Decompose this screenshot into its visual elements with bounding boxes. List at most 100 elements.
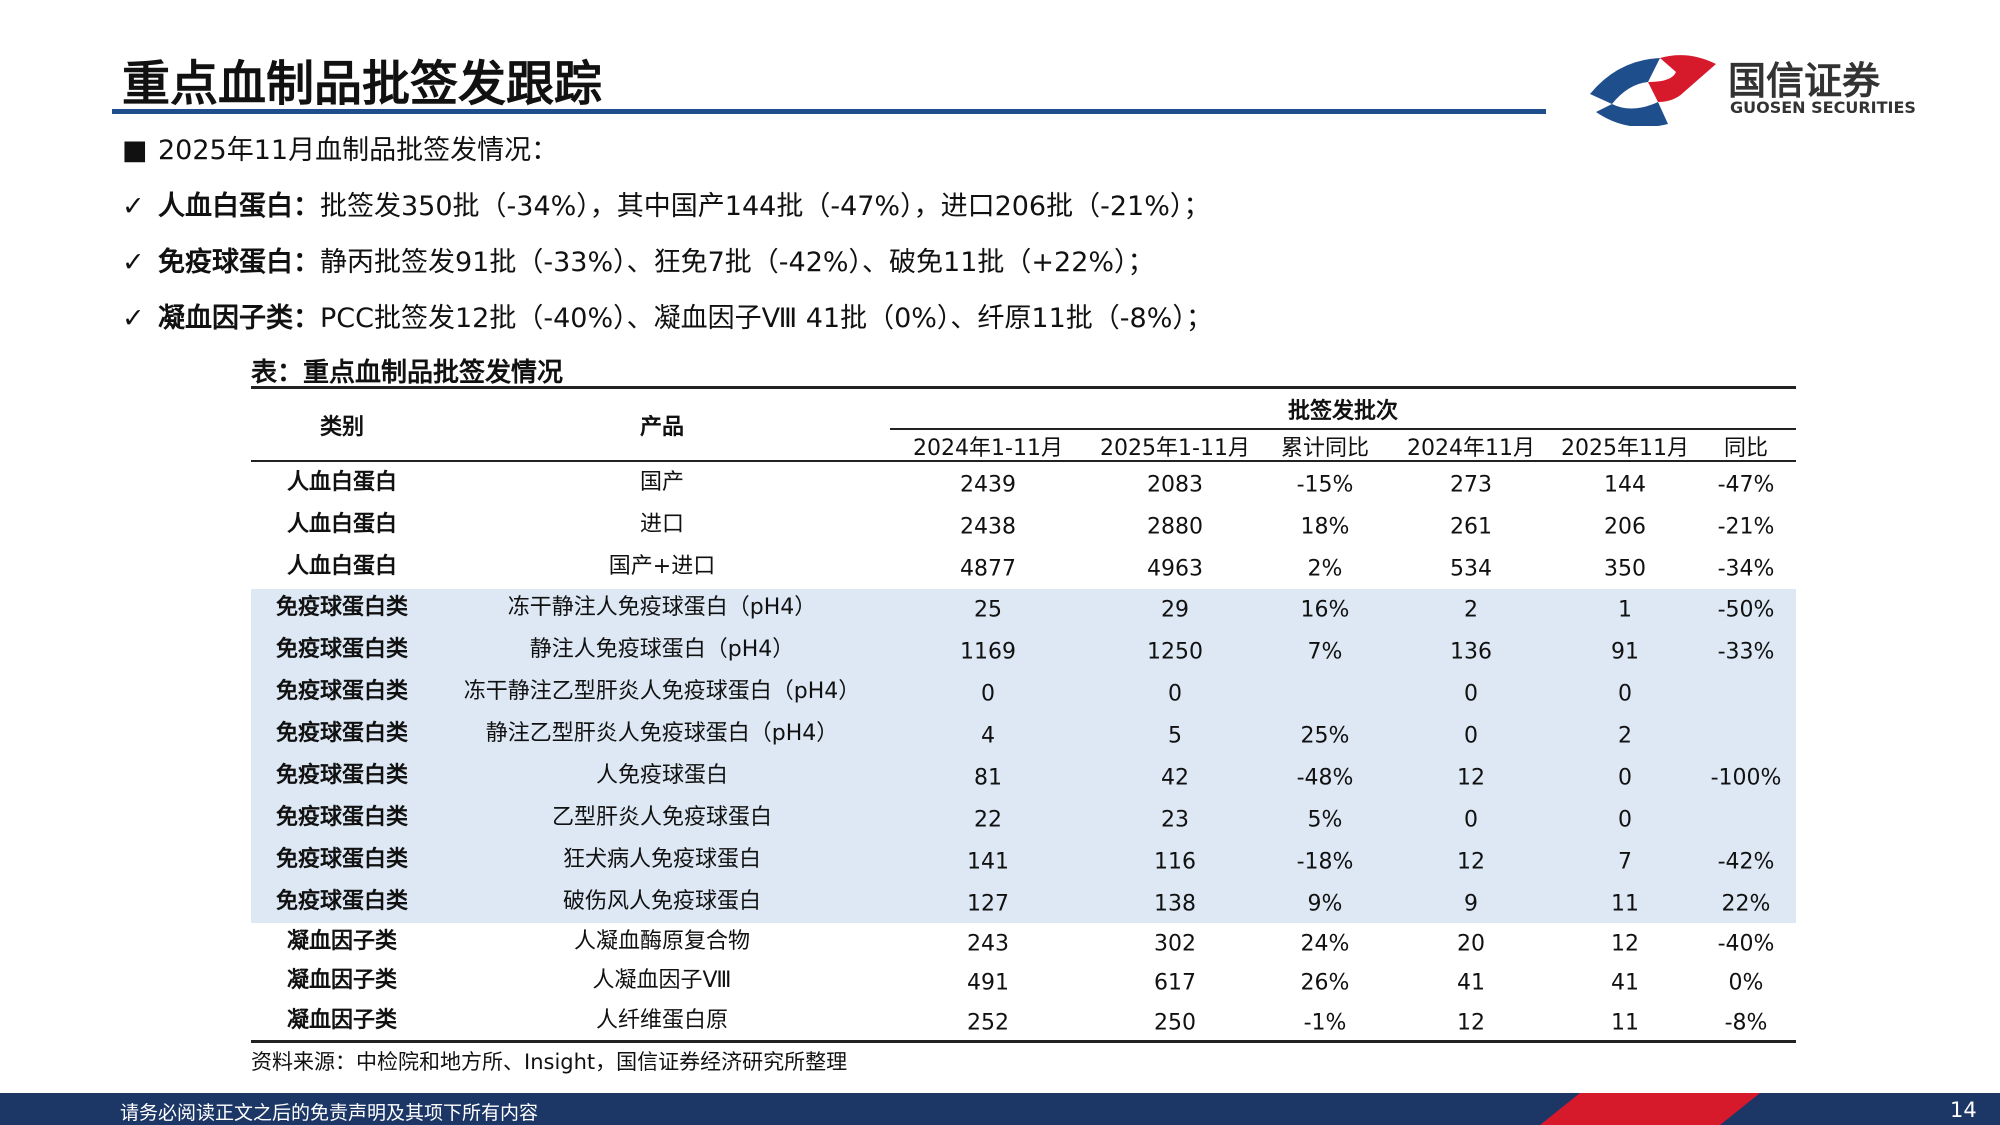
category-cell: 人血白蛋白 [286,470,398,495]
product-cell: 冻干静注乙型肝炎人免疫球蛋白（pH4） [463,679,861,704]
value-cell: 9 [1464,891,1478,917]
value-cell: -47% [1717,472,1775,498]
value-cell: 4 [981,723,995,749]
value-cell: 20 [1457,931,1485,957]
value-cell: 252 [967,1010,1009,1036]
value-cell: 141 [967,849,1009,875]
product-cell: 国产+进口 [608,554,716,579]
product-cell: 人凝血酶原复合物 [573,929,751,954]
value-cell: 42 [1161,765,1189,791]
bullet-text: 批签发350批（-34%），其中国产144批（-47%），进口206批（-21%… [320,191,1211,222]
brand-logo [1590,55,1716,126]
value-cell: 136 [1450,639,1492,665]
value-cell: 29 [1161,597,1189,623]
value-cell: 206 [1604,514,1646,540]
value-cell: 534 [1450,556,1492,582]
value-cell: 11 [1611,891,1639,917]
bullet-label: 凝血因子类： [158,303,320,334]
column-header: 累计同比 [1280,436,1370,461]
value-cell: 24% [1300,931,1350,957]
value-cell: 0 [1464,723,1478,749]
category-cell: 人血白蛋白 [286,554,398,579]
product-cell: 人免疫球蛋白 [595,763,729,788]
value-cell: -21% [1717,514,1775,540]
value-cell: 22 [974,807,1002,833]
bullet: 2025年11月血制品批签发情况： [158,134,558,168]
value-cell: 350 [1604,556,1646,582]
category-cell: 免疫球蛋白类 [275,595,409,620]
table-rule [890,428,1796,430]
table-rule [251,386,1796,389]
value-cell: 5% [1307,807,1343,833]
square-marker: ■ [122,135,148,166]
value-cell: 2438 [960,514,1016,540]
highlight-band [251,589,1796,923]
value-cell: 1 [1618,597,1632,623]
category-cell: 免疫球蛋白类 [275,889,409,914]
category-cell: 免疫球蛋白类 [275,721,409,746]
product-cell: 人凝血因子Ⅷ [592,968,732,993]
value-cell: 4877 [960,556,1016,582]
category-cell: 免疫球蛋白类 [275,847,409,872]
product-cell: 静注乙型肝炎人免疫球蛋白（pH4） [485,721,839,746]
value-cell: 25% [1300,723,1350,749]
product-cell: 静注人免疫球蛋白（pH4） [529,637,795,662]
check-marker: ✓ [122,191,145,222]
value-cell: 0 [1618,807,1632,833]
value-cell: 18% [1300,514,1350,540]
value-cell: 0 [1618,681,1632,707]
check-marker: ✓ [122,247,145,278]
category-cell: 免疫球蛋白类 [275,637,409,662]
product-cell: 人纤维蛋白原 [595,1008,729,1033]
column-header: 类别 [319,415,365,440]
value-cell: 0% [1728,970,1764,996]
value-cell: 5 [1168,723,1182,749]
value-cell: 0 [1618,765,1632,791]
group-header: 批签发批次 [1287,399,1399,424]
value-cell: 12 [1457,765,1485,791]
value-cell: -18% [1296,849,1354,875]
value-cell: 0 [1464,681,1478,707]
value-cell: 91 [1611,639,1639,665]
column-header: 2024年1-11月 [913,436,1063,461]
check-marker: ✓ [122,303,145,334]
value-cell: -34% [1717,556,1775,582]
category-cell: 免疫球蛋白类 [275,805,409,830]
bullet-label: 人血白蛋白： [158,191,320,222]
category-cell: 免疫球蛋白类 [275,679,409,704]
value-cell: 0 [1168,681,1182,707]
value-cell: 9% [1307,891,1343,917]
column-header: 产品 [639,415,685,440]
value-cell: 116 [1154,849,1196,875]
column-header: 2024年11月 [1407,436,1535,461]
brand-name-en: GUOSEN SECURITIES [1730,98,1916,117]
page-title: 重点血制品批签发跟踪 [122,56,603,112]
value-cell: -42% [1717,849,1775,875]
value-cell: 23 [1161,807,1189,833]
value-cell: 2 [1618,723,1632,749]
value-cell: 617 [1154,970,1196,996]
value-cell: 491 [967,970,1009,996]
title-rule [112,109,1546,114]
value-cell: -100% [1710,765,1782,791]
value-cell: 0 [981,681,995,707]
value-cell: 127 [967,891,1009,917]
value-cell: 11 [1611,1010,1639,1036]
value-cell: 2% [1307,556,1343,582]
value-cell: 273 [1450,472,1492,498]
value-cell: -8% [1724,1010,1768,1036]
bullet: 凝血因子类：PCC批签发12批（-40%）、凝血因子Ⅷ 41批（0%）、纤原11… [158,302,1213,336]
value-cell: 4963 [1147,556,1203,582]
product-cell: 进口 [639,512,685,537]
value-cell: -33% [1717,639,1775,665]
value-cell: 2083 [1147,472,1203,498]
bullet-text: 静丙批签发91批（-33%）、狂免7批（-42%）、破免11批（+22%）； [320,247,1155,278]
value-cell: 2880 [1147,514,1203,540]
category-cell: 人血白蛋白 [286,512,398,537]
value-cell: 26% [1300,970,1350,996]
value-cell: 12 [1457,849,1485,875]
page-number: 14 [1950,1098,1977,1122]
column-header: 2025年1-11月 [1100,436,1250,461]
value-cell: 25 [974,597,1002,623]
value-cell: 302 [1154,931,1196,957]
